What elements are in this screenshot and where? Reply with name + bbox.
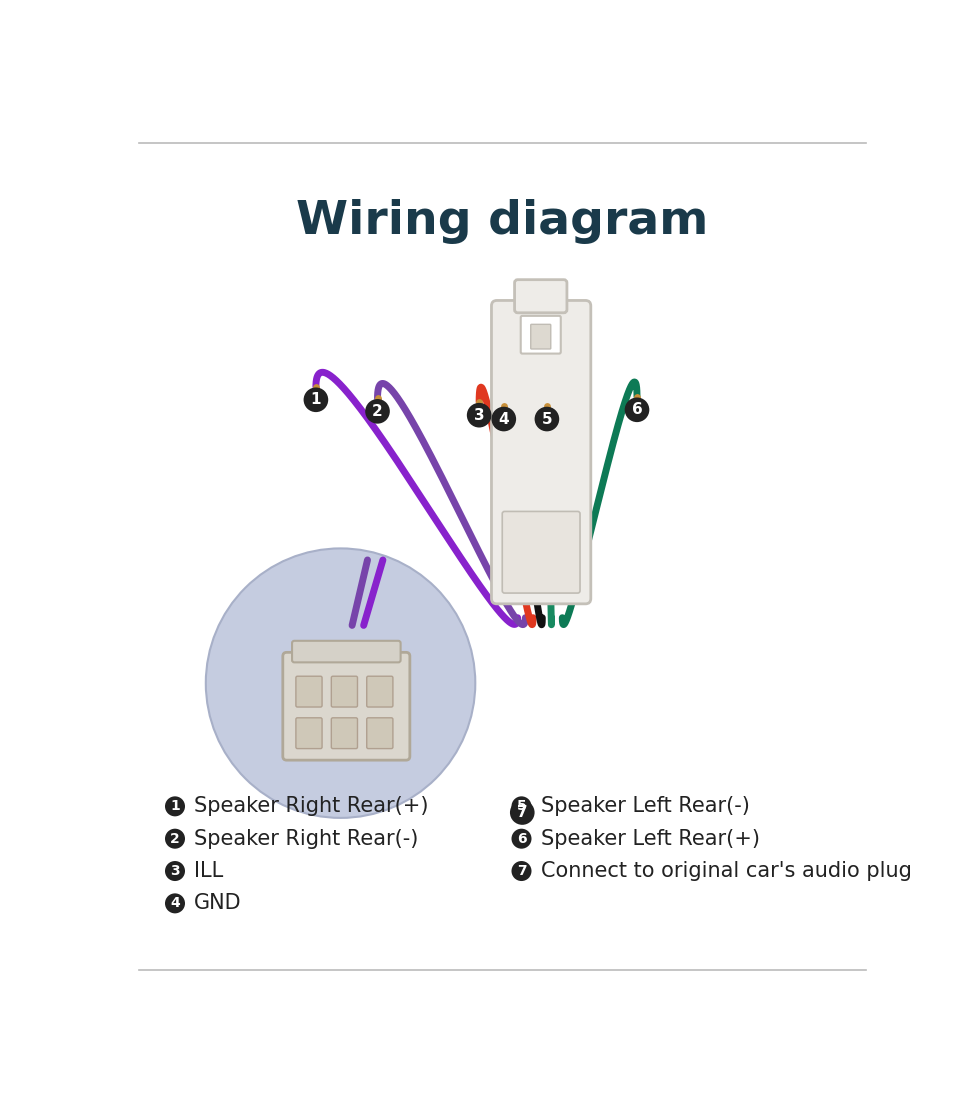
FancyBboxPatch shape (292, 641, 401, 662)
Text: Speaker Left Rear(+): Speaker Left Rear(+) (541, 829, 760, 849)
Circle shape (466, 403, 492, 428)
Text: 3: 3 (474, 408, 484, 423)
Text: 6: 6 (632, 402, 642, 418)
Text: 7: 7 (516, 864, 526, 878)
Text: 3: 3 (171, 864, 179, 878)
FancyBboxPatch shape (503, 512, 580, 593)
Circle shape (165, 829, 185, 849)
Circle shape (304, 388, 328, 412)
Circle shape (492, 407, 516, 431)
Text: 7: 7 (517, 806, 527, 820)
Text: 1: 1 (171, 799, 180, 813)
Circle shape (510, 800, 535, 824)
Text: 5: 5 (516, 799, 526, 813)
Text: 4: 4 (171, 896, 180, 911)
Text: Connect to original car's audio plug: Connect to original car's audio plug (541, 861, 911, 881)
FancyBboxPatch shape (283, 652, 410, 760)
Circle shape (512, 829, 531, 849)
FancyBboxPatch shape (492, 301, 591, 603)
Circle shape (165, 861, 185, 881)
Text: Speaker Left Rear(-): Speaker Left Rear(-) (541, 797, 750, 817)
Text: Wiring diagram: Wiring diagram (296, 199, 709, 243)
FancyBboxPatch shape (367, 676, 393, 707)
Text: Speaker Right Rear(-): Speaker Right Rear(-) (194, 829, 418, 849)
FancyBboxPatch shape (531, 325, 551, 349)
Text: 5: 5 (542, 411, 552, 427)
Circle shape (165, 797, 185, 817)
Circle shape (512, 861, 531, 881)
Circle shape (624, 398, 650, 422)
FancyBboxPatch shape (514, 280, 567, 313)
Text: 2: 2 (171, 832, 180, 845)
FancyBboxPatch shape (367, 718, 393, 748)
Circle shape (535, 407, 560, 431)
Text: 2: 2 (372, 403, 383, 419)
FancyBboxPatch shape (520, 316, 561, 354)
FancyBboxPatch shape (296, 718, 322, 748)
Text: Speaker Right Rear(+): Speaker Right Rear(+) (194, 797, 429, 817)
FancyBboxPatch shape (331, 676, 358, 707)
Text: 6: 6 (516, 832, 526, 845)
Circle shape (366, 399, 390, 423)
Text: ILL: ILL (194, 861, 223, 881)
FancyBboxPatch shape (331, 718, 358, 748)
Text: 1: 1 (311, 392, 321, 408)
Circle shape (206, 548, 475, 818)
Circle shape (165, 893, 185, 914)
Text: 4: 4 (499, 411, 509, 427)
Circle shape (512, 797, 531, 817)
FancyBboxPatch shape (296, 676, 322, 707)
Text: GND: GND (194, 893, 242, 914)
